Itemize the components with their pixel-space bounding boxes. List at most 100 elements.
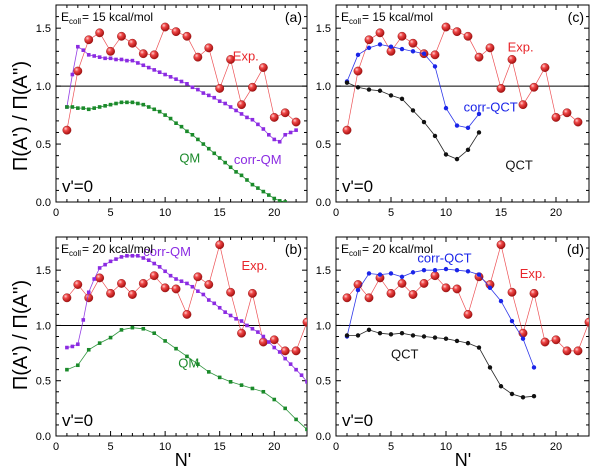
data-point-corr-QM [92,54,96,58]
data-point-QM [114,101,118,106]
data-point-QCT [377,330,383,336]
data-point-exp [364,293,374,303]
data-point-corr-QM [108,259,113,264]
data-point-corr-QCT [366,271,372,276]
data-point-corr-QM [76,44,80,49]
data-point-exp [237,100,246,110]
data-point-exp [342,293,352,303]
data-point-corr-QCT [421,267,427,273]
series-annotation: corr-QM [143,244,191,259]
data-point-QM [81,106,86,110]
vprime-label: v'=0 [342,411,373,430]
data-point-QCT [399,330,405,336]
data-point-QM [206,370,211,374]
data-point-corr-QM [174,277,178,281]
data-point-corr-QM [250,326,255,331]
data-point-corr-QM [250,117,255,122]
data-point-QM [141,102,146,107]
data-point-QM [239,383,244,387]
data-point-corr-QCT [399,46,405,52]
data-point-QM [108,335,113,340]
data-point-exp [386,288,396,298]
y-tick-label: 0.5 [316,139,331,151]
data-point-corr-QM [125,253,129,258]
data-point-corr-QM [234,317,238,321]
data-point-corr-QM [163,72,167,77]
data-point-corr-QCT [432,267,438,273]
series-line-QCT [346,82,480,160]
data-point-corr-QCT [476,272,482,277]
data-point-corr-QM [125,58,129,63]
data-point-QM [305,427,307,432]
x-tick-label: 0 [53,441,59,453]
y-tick-label: 0.0 [316,197,331,209]
data-point-QM [157,109,162,114]
data-point-QM [277,199,282,202]
data-point-QM [245,178,249,182]
data-point-corr-QCT [498,298,504,304]
data-point-QCT [355,85,361,90]
data-point-QCT [388,332,394,337]
data-point-corr-QM [81,318,86,322]
data-point-exp [441,22,451,32]
data-point-corr-QCT [487,285,493,291]
data-point-QM [125,100,129,105]
energy-value: = 20 kcal/mol [362,242,433,256]
data-point-QM [76,106,80,110]
data-point-corr-QM [217,99,222,103]
data-point-exp [463,309,473,319]
y-tick-label: 1.0 [316,320,331,332]
data-point-QM [86,107,91,112]
data-point-exp [182,309,192,319]
data-point-corr-QCT [443,266,449,272]
x-tick-label: 5 [388,441,394,453]
data-point-corr-QM [239,112,244,116]
data-point-QCT [465,340,471,346]
data-point-QM [174,121,178,125]
data-point-exp [551,113,561,122]
data-point-exp [342,125,352,135]
data-point-corr-QM [103,262,107,267]
data-point-corr-QM [141,63,146,68]
energy-prefix: E [341,10,349,24]
energy-value: = 15 kcal/mol [82,10,153,24]
x-tick-label: 15 [495,441,507,453]
data-point-corr-QCT [355,287,361,293]
data-point-exp [138,279,148,288]
energy-label: Ecoll= 15 kcal/mol [61,10,153,26]
data-point-QCT [509,391,515,397]
data-point-QM [136,101,140,106]
data-point-QM [250,182,255,187]
data-point-exp [226,55,236,64]
energy-subscript: coll [69,17,81,26]
data-point-corr-QM [299,373,304,377]
data-point-corr-QM [136,61,140,65]
data-point-corr-QM [76,342,80,347]
y-axis-label-bottom: Π(A') / Π(A'') [10,280,32,390]
data-point-QM [261,389,266,394]
data-point-corr-QM [245,115,249,120]
data-point-QCT [432,335,438,340]
data-point-corr-QM [196,87,200,92]
series-annotation: corr-QM [234,152,282,167]
data-point-exp [474,52,484,62]
data-point-exp [204,280,214,289]
data-point-exp [518,328,528,338]
y-tick-label: 0.5 [316,376,331,388]
data-point-corr-QM [146,65,151,70]
data-point-corr-QM [261,334,266,339]
data-point-QM [190,132,195,137]
data-point-QCT [465,147,471,153]
data-point-corr-QM [179,279,184,284]
data-point-QM [256,186,260,190]
data-point-corr-QM [272,345,277,350]
y-tick-label: 1.0 [316,81,331,93]
data-point-corr-QCT [377,42,383,47]
x-tick-label: 20 [268,207,280,219]
data-point-corr-QM [239,319,244,323]
data-point-exp [584,317,589,327]
data-point-QM [179,124,184,129]
data-point-corr-QM [206,298,211,302]
data-point-exp [573,346,583,356]
data-point-QCT [520,395,526,400]
